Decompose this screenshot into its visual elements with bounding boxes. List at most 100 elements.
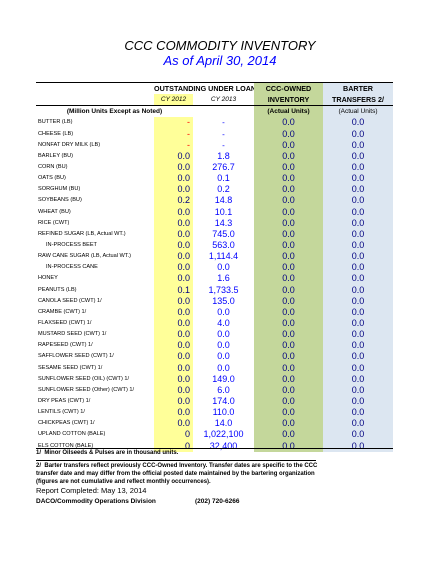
table-row: SUNFLOWER SEED (Other) (CWT) 1/0.0 6.0 0.0… (36, 384, 393, 396)
commodity-name: RAW CANE SUGAR (LB, Actual WT.) (38, 253, 132, 260)
actual-units-barter: (Actual Units) (323, 105, 393, 118)
cy2012-value: 0 (154, 440, 193, 452)
ccc-owned-value: 0.0 (254, 306, 323, 318)
ccc-owned-value: 0.0 (254, 195, 323, 207)
ccc-owned-value: 0.0 (254, 228, 323, 240)
cy2013-value: 0.0 (217, 306, 230, 317)
header-row-2: CY 2012 CY 2013 INVENTORY TRANSFERS 2/ (36, 94, 393, 106)
cy2013-value: 0.0 (217, 362, 230, 373)
barter-value: 0.0 (323, 173, 393, 185)
commodity-name: REFINED SUGAR (LB, Actual WT.) (38, 230, 126, 237)
barter-value: 0.0 (323, 418, 393, 430)
ccc-owned-value: 0.0 (254, 407, 323, 419)
ccc-owned-value: 0.0 (254, 173, 323, 185)
cy2012-value: 0 (154, 429, 193, 441)
ccc-owned-value: 0.0 (254, 317, 323, 330)
header-row-1: OUTSTANDING UNDER LOAN CCC-OWNED BARTER (36, 82, 393, 95)
footnote-2-line-2: transfer date and may differ from the of… (36, 471, 315, 477)
outstanding-header: OUTSTANDING UNDER LOAN (154, 82, 254, 95)
barter-value: 0.0 (323, 329, 393, 341)
cy2013-value: 745.0 (212, 228, 235, 239)
table-row: IN-PROCESS CANE 0.0 0.0 0.0 0.0 (36, 262, 393, 274)
cy2012-value: 0.0 (154, 273, 193, 285)
commodity-name: SUNFLOWER SEED (Other) (CWT) 1/ (38, 386, 135, 393)
table-row: DRY PEAS (CWT) 1/0.0 174.0 0.0 0.0 (36, 395, 393, 408)
commodity-name: BUTTER (LB) (38, 119, 73, 126)
footnote-divider (36, 460, 316, 461)
ccc-owned-value: 0.0 (254, 262, 323, 274)
table-row: CRAMBE (CWT) 1/0.0 0.0 0.0 0.0 (36, 306, 393, 318)
cy2012-value: 0.0 (154, 351, 193, 363)
cy2012-value: 0.0 (154, 362, 193, 374)
barter-value: 0.0 (323, 262, 393, 274)
cy2013-value: 0.0 (217, 329, 230, 340)
cy2013-value: 1,733.5 (208, 284, 239, 295)
barter-value: 0.0 (323, 384, 393, 396)
ccc-owned-value: 0.0 (254, 206, 323, 218)
barter-value: 0.0 (323, 284, 393, 296)
ccc-owned-header: CCC-OWNED (254, 82, 323, 95)
commodity-name: SUNFLOWER SEED (OIL) (CWT) 1/ (38, 375, 130, 382)
report-date: As of April 30, 2014 (163, 53, 277, 68)
table-row: HONEY 0.0 1.6 0.0 0.0 (36, 273, 393, 285)
report-title: CCC COMMODITY INVENTORY (124, 38, 316, 53)
ccc-owned-value: 0.0 (254, 384, 323, 396)
commodity-name: DRY PEAS (CWT) 1/ (38, 398, 91, 404)
ccc-owned-value: 0.0 (254, 117, 323, 129)
cy2012-value: 0.0 (154, 395, 193, 408)
cy2012-value: 0.0 (154, 317, 193, 330)
table-row: OATS (BU) 0.0 0.1 0.0 0.0 (36, 173, 393, 185)
barter-value: 0.0 (323, 373, 393, 385)
ccc-owned-value: 0.0 (254, 429, 323, 441)
barter-value: 0.0 (323, 407, 393, 419)
barter-value: 0.0 (323, 217, 393, 229)
cy2013-value: 14.3 (214, 217, 233, 228)
commodity-name: SORGHUM (BU) (38, 186, 81, 193)
cy2013-value: 135.0 (212, 295, 235, 306)
cy2012-value: 0.0 (154, 228, 193, 240)
cy2012-value: 0.1 (154, 284, 193, 296)
ccc-owned-value: 0.0 (254, 395, 323, 408)
cy2013-value: 14.0 (214, 418, 233, 429)
cy2012-value: 0.0 (154, 239, 193, 252)
barter-value: 0.0 (323, 306, 393, 318)
cy2013-value: 10.1 (214, 206, 233, 217)
report-completed: Report Completed: May 13, 2014 (36, 486, 147, 495)
cy2013-value: 14.8 (214, 195, 233, 206)
cy2012-value: - (154, 139, 193, 151)
cy2012-value: 0.0 (154, 407, 193, 419)
table-row: CHICKPEAS (CWT) 1/0.0 14.0 0.0 0.0 (36, 418, 393, 430)
barter-value: 0.0 (323, 128, 393, 140)
table-row: BARLEY (BU) 0.0 1.8 0.0 0.0 (36, 150, 393, 162)
commodity-name: BARLEY (BU) (38, 152, 74, 159)
table-row: IN-PROCESS BEET 0.0 563.0 0.0 0.0 (36, 239, 393, 252)
table-row: CANOLA SEED (CWT) 1/0.0 135.0 0.0 0.0 (36, 295, 393, 307)
ccc-owned-value: 0.0 (254, 150, 323, 162)
cy2012-value: 0.0 (154, 161, 193, 174)
barter-value: 0.0 (323, 184, 393, 196)
commodity-name: ELS COTTON (BALE) (38, 442, 94, 449)
cy2012-value: 0.0 (154, 150, 193, 162)
commodity-name: CHICKPEAS (CWT) 1/ (38, 420, 95, 427)
barter-value: 0.0 (323, 139, 393, 151)
table-row: BUTTER (LB) - - 0.0 0.0 (36, 117, 393, 129)
barter-value: 0.0 (323, 150, 393, 162)
ccc-owned-value: 0.0 (254, 329, 323, 341)
commodity-name: IN-PROCESS BEET (46, 242, 97, 249)
cy2012-value: 0.0 (154, 418, 193, 430)
barter-value: 0.0 (323, 317, 393, 330)
footnote-1-text: Minor Oilseeds & Pulses are in thousand … (44, 450, 179, 456)
cy2013-value: 6.0 (217, 384, 230, 395)
footnote-2-number: 2/ (36, 463, 42, 469)
commodity-name: CORN (BU) (38, 164, 68, 171)
division-phone: (202) 720-6266 (195, 498, 240, 505)
ccc-owned-value: 0.0 (254, 139, 323, 151)
table-row: SAFFLOWER SEED (CWT) 1/0.0 0.0 0.0 0.0 (36, 351, 393, 363)
cy2012-value: 0.0 (154, 384, 193, 396)
ccc-owned-value: 0.0 (254, 217, 323, 229)
ccc-owned-value: 0.0 (254, 373, 323, 385)
ccc-owned-value: 0.0 (254, 273, 323, 285)
footnote-1: 1/ Minor Oilseeds & Pulses are in thousa… (36, 450, 178, 456)
table-row: ELS COTTON (BALE) 0 32,400 0.0 0.0 (36, 440, 393, 452)
commodity-name: CRAMBE (CWT) 1/ (38, 308, 87, 315)
